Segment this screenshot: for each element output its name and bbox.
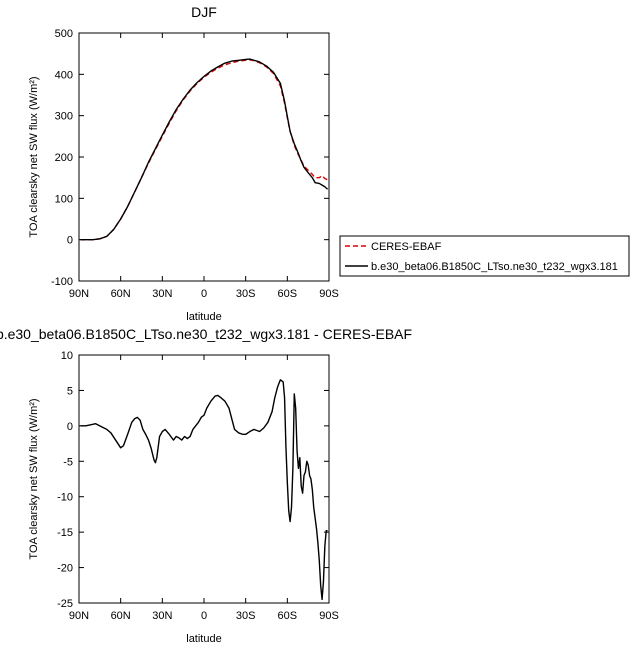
bottom-y-tick-label: -15 xyxy=(57,527,73,539)
bottom-y-tick-label: -20 xyxy=(57,563,73,575)
legend-label-ceres: CERES-EBAF xyxy=(371,241,442,253)
top-panel-title: DJF xyxy=(191,4,217,20)
bottom-plot-frame xyxy=(78,354,330,604)
legend-label-model: b.e30_beta06.B1850C_LTso.ne30_t232_wgx3.… xyxy=(371,261,618,273)
bottom-x-tick-label: 90N xyxy=(69,610,89,622)
top-y-tick-label: 500 xyxy=(55,28,73,40)
bottom-y-tick-label: -5 xyxy=(63,456,73,468)
bottom-series-line-0 xyxy=(80,379,328,601)
top-y-tick-label: 400 xyxy=(55,69,73,81)
bottom-x-tick-label: 60S xyxy=(278,610,298,622)
bottom-x-tick-label: 30N xyxy=(152,610,172,622)
top-y-tick-label: 200 xyxy=(55,152,73,164)
top-y-axis-label: TOA clearsky net SW flux (W/m²) xyxy=(28,76,40,237)
bottom-x-tick-label: 60N xyxy=(111,610,131,622)
top-x-tick-label: 60N xyxy=(111,288,131,300)
top-panel: DJF 90N 60N 30N 0 30S 60S 90S -100 0 100 200 300 400… xyxy=(28,4,339,323)
top-x-tick-label: 60S xyxy=(278,288,298,300)
legend: CERES-EBAF b.e30_beta06.B1850C_LTso.ne30… xyxy=(339,235,630,277)
top-series-line-1 xyxy=(80,58,329,241)
bottom-y-tick-label: -25 xyxy=(57,598,73,610)
top-y-tick-label: 0 xyxy=(67,235,73,247)
bottom-y-axis-label: TOA clearsky net SW flux (W/m²) xyxy=(28,398,40,559)
top-y-tick-label: -100 xyxy=(51,276,73,288)
bottom-y-tick-label: 0 xyxy=(67,421,73,433)
bottom-x-tick-label: 30S xyxy=(236,610,256,622)
top-x-axis-label: latitude xyxy=(186,311,221,323)
bottom-y-tick-label: 10 xyxy=(61,350,73,362)
bottom-panel-title: b.e30_beta06.B1850C_LTso.ne30_t232_wgx3.… xyxy=(0,326,412,342)
top-x-tick-label: 30S xyxy=(236,288,256,300)
bottom-panel: b.e30_beta06.B1850C_LTso.ne30_t232_wgx3.… xyxy=(0,326,412,645)
top-x-tick-label: 30N xyxy=(152,288,172,300)
top-y-tick-label: 100 xyxy=(55,193,73,205)
bottom-y-tick-label: 5 xyxy=(67,385,73,397)
top-plot-frame xyxy=(78,32,330,282)
top-x-tick-label: 90N xyxy=(69,288,89,300)
bottom-x-tick-label: 90S xyxy=(319,610,339,622)
top-y-tick-label: 300 xyxy=(55,111,73,123)
bottom-y-tick-label: -10 xyxy=(57,492,73,504)
top-x-tick-label: 0 xyxy=(201,288,207,300)
top-x-tick-label: 90S xyxy=(319,288,339,300)
top-series-line-0 xyxy=(80,59,328,241)
legend-box xyxy=(339,235,630,277)
bottom-x-tick-label: 0 xyxy=(201,610,207,622)
bottom-x-axis-label: latitude xyxy=(186,633,221,645)
